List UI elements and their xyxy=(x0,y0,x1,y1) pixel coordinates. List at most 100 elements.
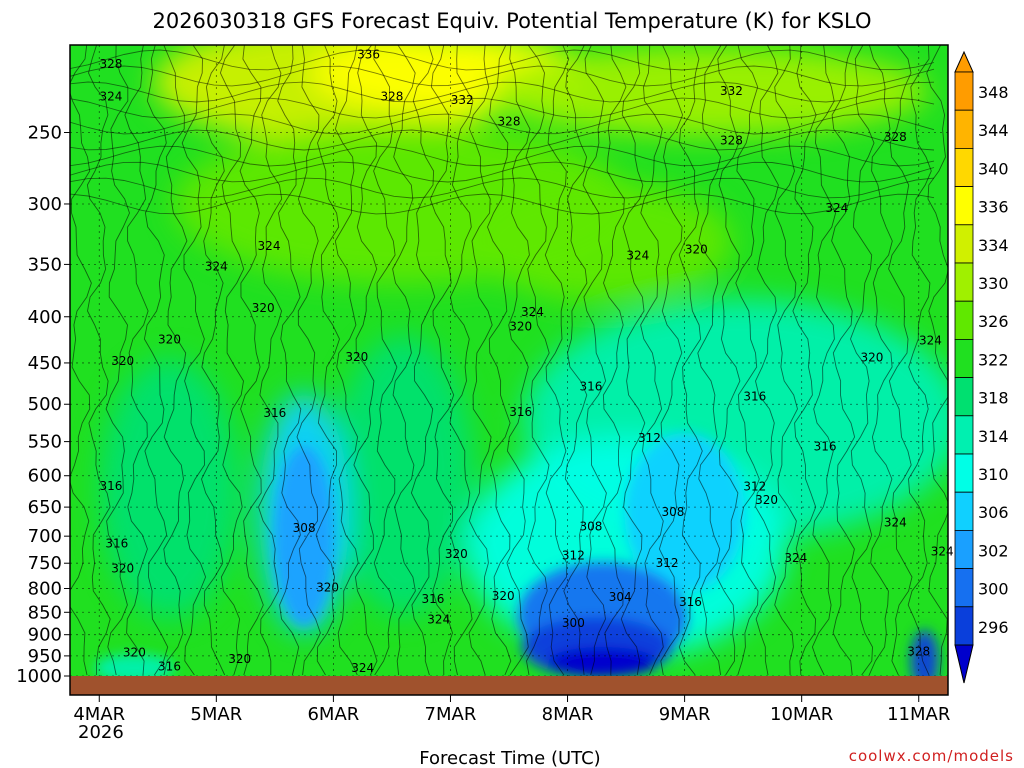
contour-label: 316 xyxy=(263,406,286,420)
colorbar-segment xyxy=(954,186,974,226)
contour-label: 320 xyxy=(158,333,181,347)
contour-label: 324 xyxy=(100,89,123,103)
contour-label: 312 xyxy=(743,480,766,494)
contour-label: 316 xyxy=(100,479,123,493)
x-tick-label: 8MAR xyxy=(542,704,594,725)
colorbar-label: 310 xyxy=(978,465,1009,484)
y-tick-label: 900 xyxy=(28,625,62,646)
x-tick-label: 11MAR xyxy=(887,704,950,725)
y-tick-label: 250 xyxy=(28,122,62,143)
contour-label: 324 xyxy=(521,305,544,319)
x-tick-label: 5MAR xyxy=(190,704,242,725)
contour-line xyxy=(277,45,302,676)
contour-line xyxy=(296,45,321,676)
colorbar-label: 334 xyxy=(978,236,1009,255)
contour-label: 324 xyxy=(825,201,848,215)
y-tick-label: 1000 xyxy=(16,666,62,687)
contour-line xyxy=(620,45,646,676)
contour-line xyxy=(70,45,92,676)
contour-line xyxy=(658,45,684,676)
contour-line xyxy=(143,45,169,676)
contour-label: 316 xyxy=(814,440,837,454)
colorbar-segment xyxy=(954,377,974,417)
contour-label: 316 xyxy=(158,659,181,673)
contour-label: 320 xyxy=(123,646,146,660)
field-region xyxy=(472,181,733,302)
contour-line xyxy=(124,45,149,676)
contour-line xyxy=(70,193,935,215)
field-region xyxy=(99,358,240,619)
colorbar-label: 348 xyxy=(978,83,1009,102)
contour-line xyxy=(70,129,935,151)
contour-label: 308 xyxy=(661,505,684,519)
colorbar-label: 340 xyxy=(978,159,1009,178)
x-tick-label: 9MAR xyxy=(659,704,711,725)
x-axis-title: Forecast Time (UTC) xyxy=(419,748,600,768)
contour-label: 316 xyxy=(743,389,766,403)
contour-label: 324 xyxy=(351,661,374,675)
y-axis: 2503003504004505005506006507007508008509… xyxy=(16,122,70,687)
field-region xyxy=(488,46,929,137)
contour-line xyxy=(640,45,664,676)
contour-label: 324 xyxy=(931,545,954,559)
y-tick-label: 500 xyxy=(28,394,62,415)
contour-label: 308 xyxy=(293,521,316,535)
colorbar-label: 306 xyxy=(978,503,1009,522)
contour-label: 332 xyxy=(451,93,474,107)
contour-label: 320 xyxy=(228,652,251,666)
contour-label: 316 xyxy=(509,405,532,419)
contour-label: 320 xyxy=(685,243,708,257)
gridlines xyxy=(70,45,948,677)
contour-line xyxy=(70,177,935,199)
contour-line xyxy=(525,45,550,676)
contour-line xyxy=(70,65,935,87)
contour-label: 324 xyxy=(884,515,907,529)
contour-label: 328 xyxy=(380,89,403,103)
colorbar-top-arrow xyxy=(954,50,974,73)
contour-line xyxy=(888,45,913,676)
contour-label: 328 xyxy=(720,133,743,147)
contour-label: 320 xyxy=(445,547,468,561)
contour-line xyxy=(392,45,416,676)
y-tick-label: 600 xyxy=(28,466,62,487)
contour-line xyxy=(70,113,935,135)
colorbar-segment xyxy=(954,109,974,149)
contour-label: 320 xyxy=(509,319,532,333)
contour-label: 308 xyxy=(579,520,602,534)
field-region xyxy=(94,654,175,683)
y-tick-label: 550 xyxy=(28,432,62,453)
colorbar-segment xyxy=(954,491,974,531)
colorbar-segment xyxy=(954,300,974,340)
contour-label: 316 xyxy=(679,595,702,609)
contour-label: 312 xyxy=(638,431,661,445)
contour-line xyxy=(850,45,875,676)
x-year-label: 2026 xyxy=(78,722,124,743)
y-tick-label: 950 xyxy=(28,646,62,667)
colorbar-label: 326 xyxy=(978,312,1009,331)
y-tick-label: 700 xyxy=(28,526,62,547)
contour-line xyxy=(70,161,935,183)
contour-label: 320 xyxy=(252,301,275,315)
colorbar-segment xyxy=(954,224,974,264)
colorbar-label: 296 xyxy=(978,618,1009,637)
y-tick-label: 450 xyxy=(28,353,62,374)
x-axis: 4MAR 5MAR 6MAR 7MAR 8MAR 9MAR 10MAR 11MAR xyxy=(73,695,950,725)
contour-line xyxy=(315,45,340,676)
contour-line xyxy=(868,45,893,676)
contour-label: 324 xyxy=(919,334,942,348)
y-tick-label: 800 xyxy=(28,579,62,600)
contour-line xyxy=(774,45,798,676)
colorbar-label: 322 xyxy=(978,350,1009,369)
contour-label: 320 xyxy=(492,589,515,603)
contour-line xyxy=(831,45,856,676)
contour-line xyxy=(544,45,570,676)
field-region xyxy=(333,335,474,616)
contour-label: 320 xyxy=(111,561,134,575)
contour-label: 316 xyxy=(105,536,128,550)
contour-line xyxy=(449,45,474,676)
contour-line xyxy=(70,49,935,71)
contour-line xyxy=(697,45,722,676)
contour-line xyxy=(70,145,935,167)
